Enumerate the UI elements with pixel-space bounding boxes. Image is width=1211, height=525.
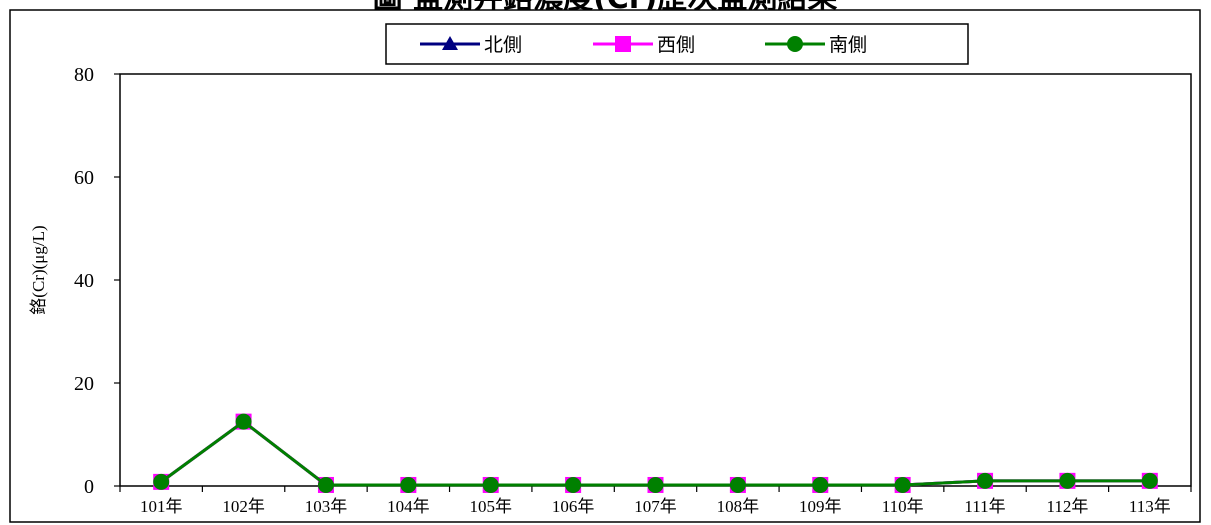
x-tick-label: 112年 (1046, 497, 1088, 516)
legend-item: 西側 (593, 34, 695, 56)
legend-box (385, 23, 969, 65)
x-tick-label: 103年 (305, 497, 348, 516)
data-point (153, 473, 170, 490)
legend-item: 北側 (420, 34, 522, 56)
data-point (977, 472, 994, 489)
data-point (647, 476, 664, 493)
legend-marker (615, 36, 631, 52)
x-tick-label: 109年 (799, 497, 842, 516)
data-point (812, 476, 829, 493)
data-point (894, 476, 911, 493)
x-tick-label: 106年 (552, 497, 595, 516)
y-tick-label: 80 (74, 64, 94, 86)
y-tick-label: 20 (74, 373, 94, 395)
legend-marker (787, 36, 803, 52)
x-tick-label: 111年 (964, 497, 1005, 516)
x-tick-label: 107年 (634, 497, 677, 516)
x-axis: 101年 102年 103年 104年 105年 106年 107年 108年 109年 110年… (119, 486, 1192, 516)
data-point (1141, 472, 1158, 489)
series-layer (153, 413, 1158, 493)
series-3 (153, 413, 1158, 493)
legend-label: 北側 (484, 34, 522, 56)
y-axis: 0 20 40 60 80 (74, 64, 120, 498)
x-tick-label: 101年 (140, 497, 183, 516)
data-point (565, 476, 582, 493)
data-point (317, 476, 334, 493)
y-axis-label: 鉻(Cr)(μg/L) (29, 225, 48, 314)
legend-item: 南側 (765, 34, 867, 56)
legend-label: 西側 (657, 34, 695, 56)
data-point (482, 476, 499, 493)
data-point (1059, 472, 1076, 489)
y-tick-label: 40 (74, 270, 94, 292)
x-tick-label: 113年 (1129, 497, 1171, 516)
legend: 北側 西側 南側 (420, 34, 867, 56)
data-point (235, 413, 252, 430)
x-tick-label: 108年 (717, 497, 760, 516)
y-tick-label: 0 (84, 476, 94, 498)
data-point (729, 476, 746, 493)
legend-label: 南側 (829, 34, 867, 56)
y-tick-label: 60 (74, 167, 94, 189)
data-point (400, 476, 417, 493)
x-tick-label: 102年 (222, 497, 265, 516)
x-tick-label: 105年 (469, 497, 512, 516)
plot-area (119, 73, 1192, 487)
legend-marker (442, 36, 458, 50)
x-tick-label: 104年 (387, 497, 430, 516)
x-tick-label: 110年 (882, 497, 924, 516)
